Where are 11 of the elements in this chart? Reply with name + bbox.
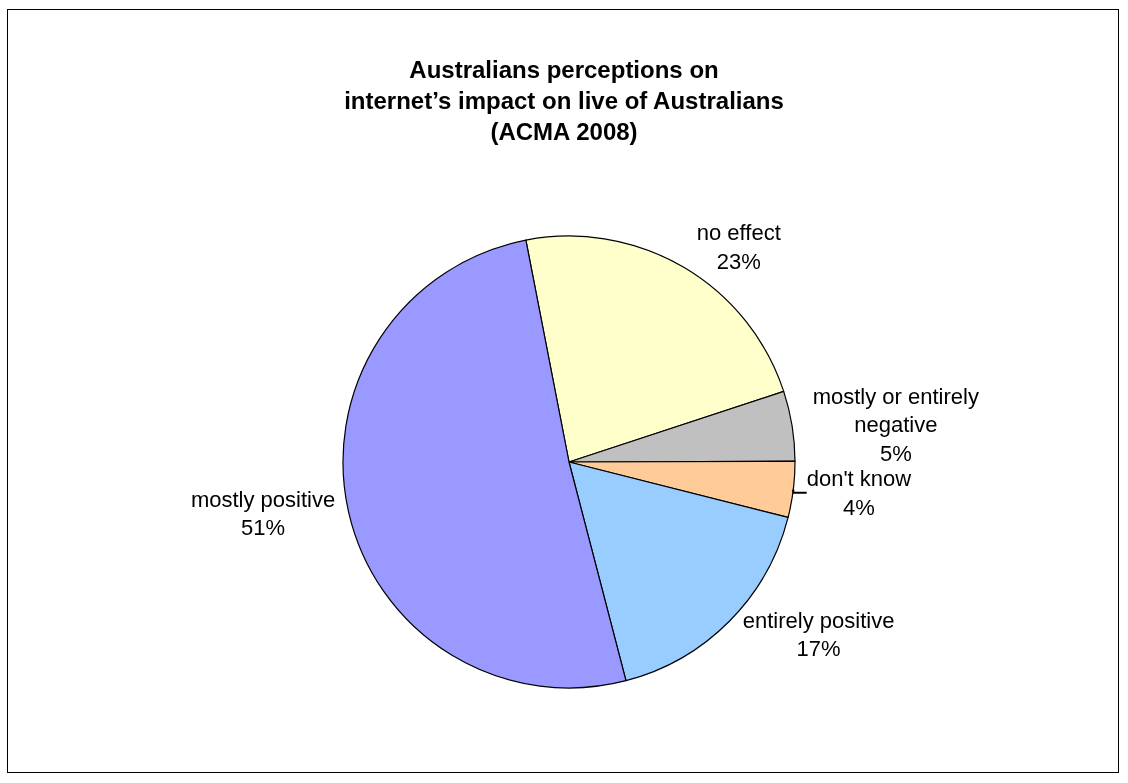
- data-label: 51%: [241, 515, 286, 541]
- chart-title: Australians perceptions on internet’s impact on live of Australians (ACMA 2008): [344, 56, 784, 146]
- slice-label: entirely positive: [742, 607, 895, 633]
- data-label: 5%: [879, 440, 912, 466]
- slice-label: don't know: [806, 465, 912, 491]
- data-label: 17%: [796, 636, 841, 662]
- slice-label: mostly positive: [190, 486, 336, 512]
- data-label: 23%: [716, 248, 761, 274]
- data-label: 4%: [843, 494, 875, 520]
- slice-label: mostly or entirely negative: [812, 383, 979, 438]
- slice-label: no effect: [696, 220, 781, 246]
